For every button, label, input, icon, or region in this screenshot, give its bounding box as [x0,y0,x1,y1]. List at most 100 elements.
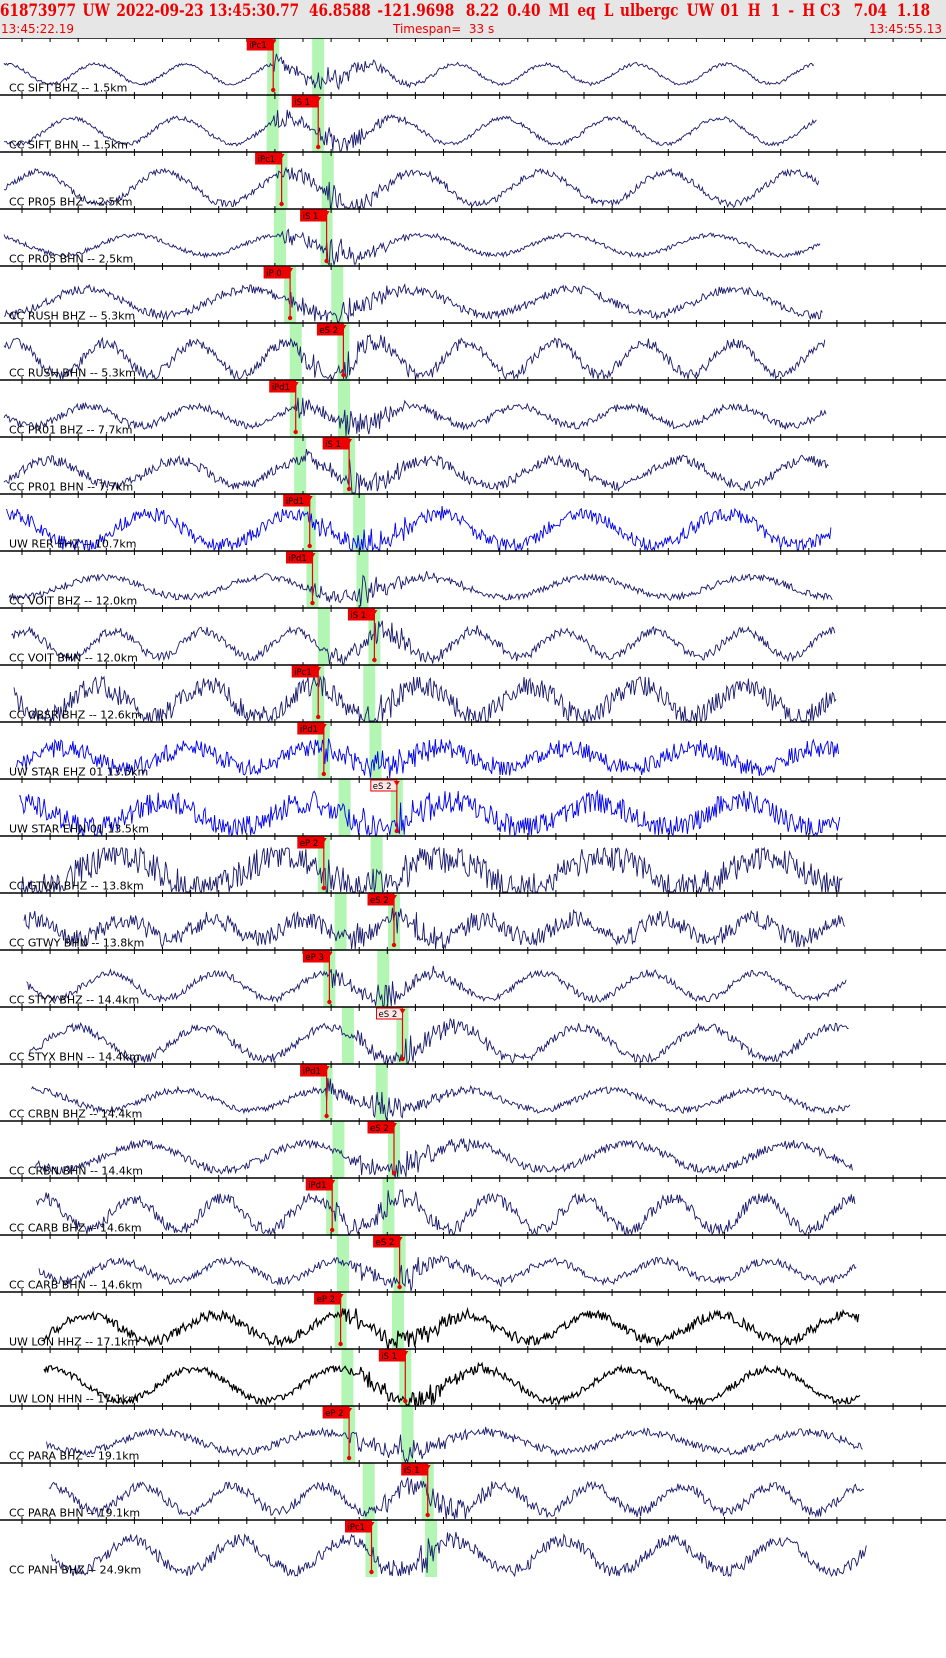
title-field: UW [82,1,110,20]
p-window-band [266,95,279,152]
start-time-label: 13:45:22.19 [1,22,74,36]
trace-row[interactable]: eP 3 CC STYX BHZ -- 14.4km [0,947,946,1007]
s-window-band [353,494,366,551]
pick-arrow [402,1351,409,1356]
station-label: CC PARA BHZ -- 19.1km [9,1450,139,1463]
pick-arrow [323,1066,330,1071]
trace-row[interactable]: eS 2 CC GTWY BHN -- 13.8km [0,890,946,950]
pick-dot [341,372,346,378]
trace-row[interactable]: eS 2 UW STAR EHN 01 13.5km [0,776,946,837]
p-window-band [332,1121,345,1178]
waveform [3,283,823,323]
pick-label: eP 2 [317,1295,335,1305]
waveform [3,109,817,152]
waveform [43,1361,861,1406]
trace-row[interactable]: iS 1 CC PARA BHN -- 19.1km [0,1460,946,1520]
pick-label: iS 1 [303,212,319,222]
trace-row[interactable]: iP 0 CC RUSH BHZ -- 5.3km [0,263,946,323]
trace-row[interactable]: iPc1 CC PANH BHZ -- 24.9km [0,1517,946,1578]
pick-dot [400,1056,405,1062]
pick-dot [327,999,332,1005]
p-window-band [334,893,347,950]
s-window-band [377,950,390,1007]
trace-row[interactable]: iPc1 CC OBSR BHZ -- 12.6km [0,662,946,723]
pick-label: iPc1 [348,1523,366,1533]
s-window-band [382,1178,395,1235]
pick-label: iP 0 [266,269,282,279]
station-label: CC CRBN BHZ -- 14.4km [9,1108,142,1121]
station-label: CC PR05 BHZ -- 2.5km [9,196,133,209]
pick-dot [330,1227,335,1233]
header-bar: 61873977 UW 2022-09-23 13:45:30.77 46.8588-… [0,0,946,38]
title-field: Ml [548,1,570,20]
trace-row[interactable]: iPd1 UW STAR EHZ 01 13.5km [0,719,946,779]
waveform [36,1188,856,1236]
pick-label: eS 2 [379,1010,398,1020]
p-window-band [336,1235,349,1292]
seismogram-panel[interactable]: iPc1 CC SIFT BHZ -- 1.5km iS 1 CC SIFT BHN … [0,38,946,1658]
pick-label: eP 2 [325,1409,343,1419]
station-label: CC RUSH BHN -- 5.3km [9,367,136,380]
trace-row[interactable]: eP 2 UW LON HHZ -- 17.1km [0,1289,946,1350]
pick-dot [391,942,397,948]
pick-arrow [320,724,327,729]
station-label: CC PR01 BHN -- 7.7km [9,481,133,494]
trace-row[interactable]: eS 2 CC CRBN BHN -- 14.4km [0,1118,946,1179]
trace-row[interactable]: iPd1 CC CARB BHZ -- 14.6km [0,1175,946,1236]
trace-row[interactable]: iS 1 CC VOIT BHN -- 12.0km [0,605,946,665]
pick-arrow [309,553,316,558]
p-window-band [289,323,302,380]
waveform [51,1531,867,1578]
trace-row[interactable]: iPd1 UW RER EHZ -- 10.7km [0,491,946,552]
trace-row[interactable]: iPd1 CC VOIT BHZ -- 12.0km [0,548,946,608]
pick-label: iS 1 [294,98,310,108]
station-label: CC PARA BHN -- 19.1km [9,1507,140,1520]
trace-row[interactable]: eP 2 CC PARA BHZ -- 19.1km [0,1403,946,1464]
station-label: CC CRBN BHN -- 14.4km [9,1165,143,1178]
station-label: CC RUSH BHZ -- 5.3km [9,310,135,323]
pick-dot [293,429,298,435]
pick-arrow [320,838,327,843]
waveform [48,1477,865,1520]
trace-row[interactable]: iS 1 CC SIFT BHN -- 1.5km [0,92,946,152]
waveform [23,907,846,950]
pick-label: iPd1 [272,383,290,393]
trace-row[interactable]: iS 1 UW LON HHN -- 17.1km [0,1346,946,1406]
waveform [28,1017,849,1065]
pick-label: iPc1 [249,41,267,51]
s-window-band [363,665,376,722]
title-field: L [603,1,614,20]
pick-arrow [326,952,333,957]
trace-row[interactable]: eS 2 CC STYX BHN -- 14.4km [0,1004,946,1065]
trace-row[interactable]: eS 2 CC CARB BHN -- 14.6km [0,1232,946,1292]
pick-dot [279,201,284,207]
trace-row[interactable]: eP 2 CC GTWY BHZ -- 13.8km [0,833,946,894]
pick-arrow [393,781,400,786]
pick-arrow [292,382,299,387]
pick-dot [369,1569,374,1575]
pick-dot [310,600,315,606]
trace-row[interactable]: eS 2 CC RUSH BHN -- 5.3km [0,320,946,381]
trace-row[interactable]: iS 1 CC PR05 BHN -- 2.5km [0,206,946,267]
station-label: CC CARB BHN -- 14.6km [9,1279,142,1292]
pick-arrow [306,496,313,501]
waveform [16,738,839,779]
trace-row[interactable]: iPc1 CC PR05 BHZ -- 2.5km [0,149,946,209]
title-field: H [747,1,761,20]
trace-row[interactable]: iPd1 CC CRBN BHZ -- 14.4km [0,1061,946,1121]
station-label: CC PANH BHZ -- 24.9km [9,1564,141,1577]
pick-label: iPd1 [300,725,318,735]
station-label: CC PR05 BHN -- 2.5km [9,253,133,266]
pick-arrow [424,1465,431,1470]
trace-row[interactable]: iPd1 CC PR01 BHZ -- 7.7km [0,377,946,437]
station-label: UW STAR EHN 01 13.5km [9,823,149,836]
title-field: eq [577,1,596,20]
pick-dot [324,258,329,264]
trace-row[interactable]: iPc1 CC SIFT BHZ -- 1.5km [0,38,946,95]
waveform [3,228,821,267]
p-window-band [294,437,307,494]
pick-arrow [287,268,294,273]
pick-dot [307,543,312,549]
end-time-label: 13:45:55.13 [869,22,942,36]
trace-row[interactable]: iS 1 CC PR01 BHN -- 7.7km [0,434,946,494]
